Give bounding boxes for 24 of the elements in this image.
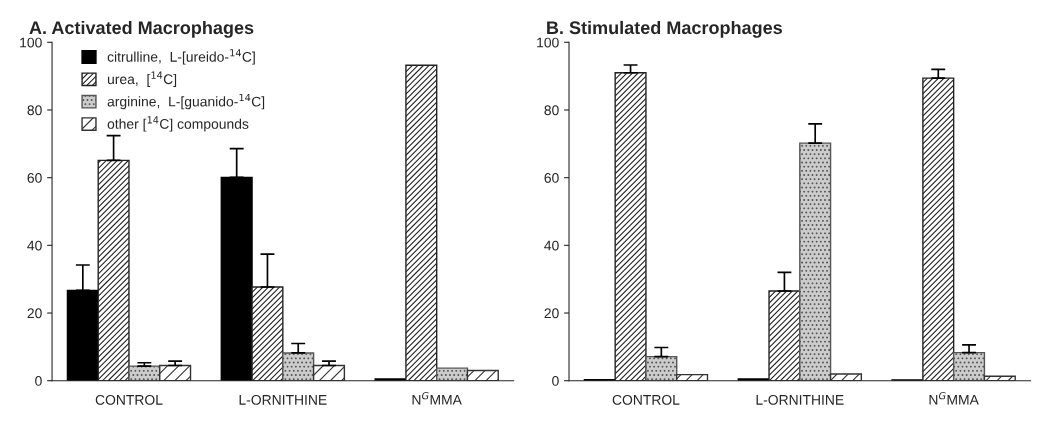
y-tick-label: 100 <box>20 37 42 48</box>
y-tick-label: 0 <box>552 376 559 386</box>
y-tick-label: 40 <box>27 240 42 251</box>
y-tick-label: 80 <box>27 105 42 116</box>
legend-label: other [$^{14}$C] compounds <box>107 116 249 132</box>
y-tick-label: 80 <box>544 105 559 116</box>
x-tick-label: N$^{G}$MMA <box>412 392 462 405</box>
y-tick-label: 60 <box>27 172 42 183</box>
x-tick-label: L-ORNITHINE <box>239 394 327 405</box>
chart-title: A. Activated Macrophages <box>29 20 254 38</box>
y-tick-label: 0 <box>35 376 42 386</box>
legend-label: urea, [$^{14}$C] <box>107 71 177 87</box>
x-tick-label: CONTROL <box>95 394 163 405</box>
y-tick-label: 40 <box>544 240 559 251</box>
x-tick-label: L-ORNITHINE <box>756 394 844 405</box>
y-tick-label: 20 <box>544 308 559 319</box>
y-tick-label: 20 <box>27 308 42 319</box>
y-tick-label: 60 <box>544 172 559 183</box>
legend-label: arginine, L-[guanido-$^{14}$C] <box>107 93 265 110</box>
x-tick-label: CONTROL <box>612 394 680 405</box>
y-tick-label: 100 <box>537 37 559 48</box>
x-tick-label: N$^{G}$MMA <box>929 392 979 405</box>
chart-title: B. Stimulated Macrophages <box>547 20 782 38</box>
legend-label: citrulline, L-[ureido-$^{14}$C] <box>107 49 255 65</box>
